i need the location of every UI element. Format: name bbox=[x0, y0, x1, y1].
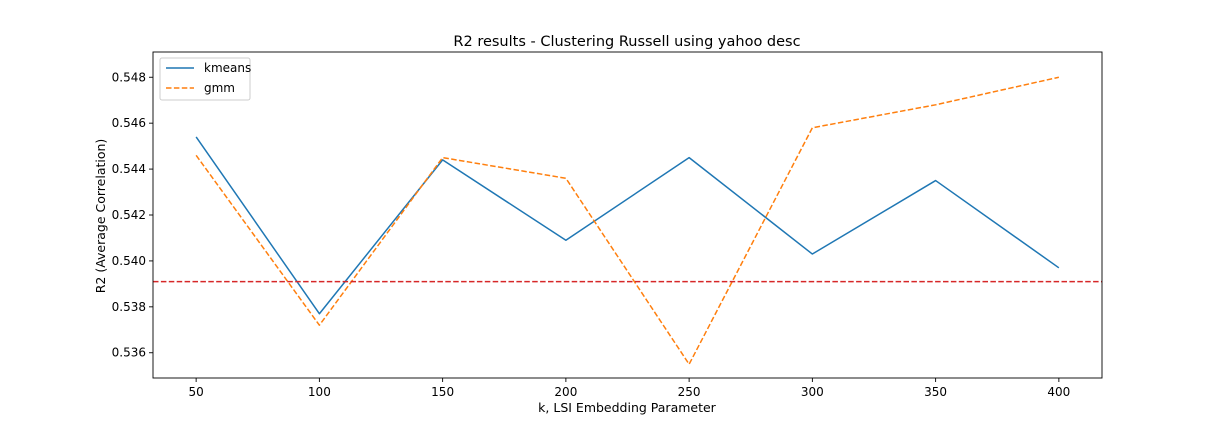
legend-label-kmeans: kmeans bbox=[204, 61, 251, 75]
series-line-kmeans bbox=[195, 136, 1060, 315]
x-tick-label: 300 bbox=[801, 385, 824, 399]
plot-area: 50 100 150 200 250 300 350 400 0.536 0.538 0.540 0.… bbox=[112, 51, 1103, 399]
legend: kmeans gmm bbox=[159, 57, 251, 101]
y-tick-label: 0.536 bbox=[112, 346, 146, 360]
x-tick-label: 150 bbox=[431, 385, 454, 399]
x-tick-label: 400 bbox=[1047, 385, 1070, 399]
y-tick-label: 0.544 bbox=[112, 162, 146, 176]
y-tick-label: 0.542 bbox=[112, 208, 146, 222]
x-axis-label: k, LSI Embedding Parameter bbox=[538, 400, 717, 415]
y-tick-label: 0.540 bbox=[112, 254, 146, 268]
x-tick-label: 200 bbox=[554, 385, 577, 399]
chart-title: R2 results - Clustering Russell using ya… bbox=[453, 34, 800, 50]
y-tick-label: 0.538 bbox=[112, 300, 146, 314]
y-tick-label: 0.548 bbox=[112, 70, 146, 84]
x-tick-label: 250 bbox=[678, 385, 701, 399]
x-tick-label: 50 bbox=[188, 385, 203, 399]
x-tick-label: 350 bbox=[924, 385, 947, 399]
y-axis-label: R2 (Average Correlation) bbox=[93, 139, 108, 294]
legend-label-gmm: gmm bbox=[204, 81, 235, 95]
x-tick-label: 100 bbox=[308, 385, 331, 399]
y-tick-label: 0.546 bbox=[112, 116, 146, 130]
